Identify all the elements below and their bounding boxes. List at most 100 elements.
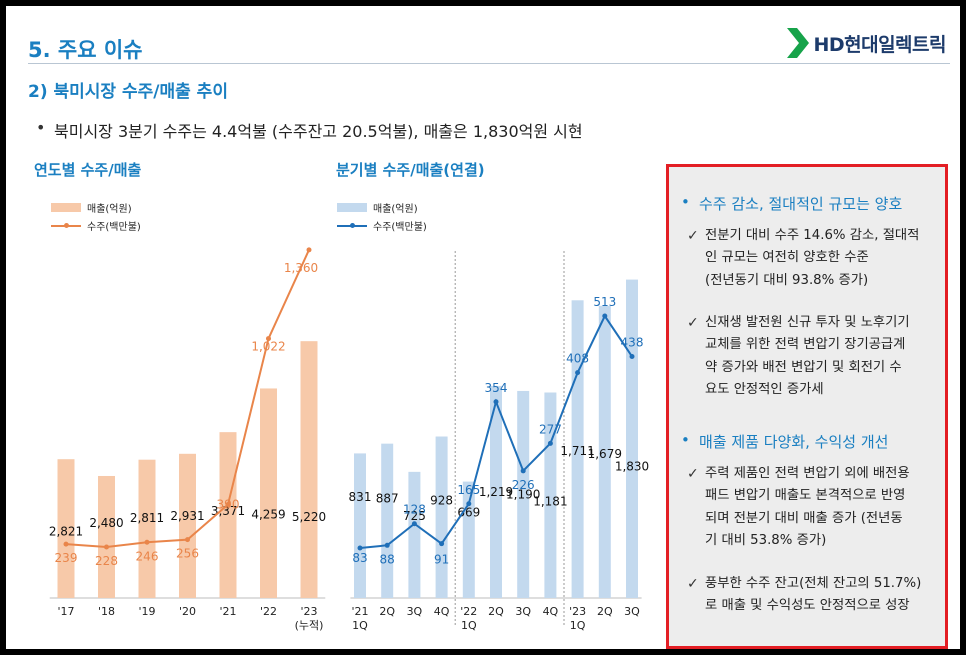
bar-value-label: 2,811 <box>130 511 164 525</box>
panel-item-line: 패드 변압기 매출도 본격적으로 반영 <box>705 488 906 504</box>
bar-revenue <box>57 459 75 598</box>
panel-item-line: 전분기 대비 수주 14.6% 감소, 절대적 <box>705 228 920 243</box>
panel-item-line: 풍부한 수주 잔고(전체 잔고의 51.7%) <box>705 576 922 591</box>
line-point <box>602 313 608 319</box>
line-value-label: 228 <box>95 554 118 568</box>
check-icon: ✓ <box>687 228 699 244</box>
slide: 5. 주요 이슈 HD현대일렉트릭 2) 북미시장 수주/매출 추이 북미시장 … <box>6 6 960 649</box>
line-value-label: 1,022 <box>251 340 285 354</box>
panel-item: ✓ 주력 제품인 전력 변압기 외에 배전용 패드 변압기 매출도 본격적으로 반영… <box>687 463 943 552</box>
x-tick-label: '20 <box>179 605 196 618</box>
company-logo: HD현대일렉트릭 <box>787 26 946 60</box>
line-value-label: 390 <box>217 497 240 511</box>
check-icon: ✓ <box>687 466 699 482</box>
bar-revenue <box>571 300 584 598</box>
line-point <box>466 501 472 507</box>
x-tick-sublabel: 1Q <box>352 619 368 632</box>
line-point <box>63 541 69 547</box>
x-tick-label: 4Q <box>434 605 450 618</box>
legend-label: 매출(억원) <box>87 204 132 215</box>
logo-arrow-icon <box>787 28 810 58</box>
line-value-label: 91 <box>434 553 449 567</box>
line-point <box>384 542 390 548</box>
panel-item-line: (전년동기 대비 93.8% 증가) <box>705 272 869 288</box>
line-value-label: 239 <box>55 551 78 565</box>
x-tick-label: 2Q <box>597 605 613 618</box>
line-value-label: 88 <box>380 552 395 566</box>
bar-value-label: 725 <box>403 509 426 523</box>
x-tick-sublabel: (누적) <box>295 619 324 632</box>
legend-label: 수주(백만불) <box>87 222 141 233</box>
x-tick-label: 4Q <box>543 605 559 618</box>
line-value-label: 165 <box>457 483 480 497</box>
x-tick-label: '19 <box>138 605 155 618</box>
x-tick-label: 3Q <box>515 605 531 618</box>
bar-value-label: 1,181 <box>533 495 567 509</box>
bar-value-label: 1,830 <box>615 460 649 474</box>
bar-value-label: 4,259 <box>251 507 285 521</box>
line-point <box>144 539 150 545</box>
line-value-label: 128 <box>403 503 426 517</box>
line-point <box>411 521 417 527</box>
line-point <box>575 370 581 376</box>
bar-revenue <box>408 471 421 598</box>
line-value-label: 256 <box>176 547 199 561</box>
line-value-label: 354 <box>485 381 508 395</box>
summary-bullet: 북미시장 3분기 수주는 4.4억불 (수주잔고 20.5억불), 매출은 1,… <box>36 118 583 142</box>
x-tick-label: '17 <box>57 605 74 618</box>
title-divider <box>28 63 950 64</box>
line-point <box>629 353 635 359</box>
line-point <box>225 501 231 507</box>
legend-swatch-line <box>337 221 367 230</box>
section-subtitle: 2) 북미시장 수주/매출 추이 <box>28 82 228 102</box>
panel-heading: 수주 감소, 절대적인 규모는 양호 <box>681 193 902 214</box>
chart-quarterly: 831'211Q8872Q7253Q9284Q669'221Q1,2192Q1,… <box>349 251 649 632</box>
line-value-label: 513 <box>593 295 616 309</box>
bar-value-label: 2,821 <box>49 525 83 539</box>
legend-swatch-bar <box>51 203 81 212</box>
line-point <box>357 545 363 551</box>
line-value-label: 277 <box>539 422 562 436</box>
bar-revenue <box>354 453 366 598</box>
line-point <box>185 537 190 543</box>
logo-text: HD현대일렉트릭 <box>813 33 946 56</box>
line-value-label: 246 <box>136 549 159 563</box>
x-tick-sublabel: 1Q <box>461 619 477 632</box>
legend-swatch-bar <box>337 203 367 212</box>
panel-item: ✓ 전분기 대비 수주 14.6% 감소, 절대적 인 규모는 여전히 양호한 수준… <box>687 225 943 292</box>
line-point <box>547 440 553 446</box>
chart-quarterly-legend-line: 수주(백만불) <box>337 218 427 233</box>
bar-revenue <box>98 475 115 598</box>
line-point <box>266 336 271 342</box>
chart-quarterly-legend-bar: 매출(억원) <box>337 200 418 215</box>
bar-value-label: 3,371 <box>211 504 245 518</box>
bar-revenue <box>179 453 196 598</box>
page-title: 5. 주요 이슈 <box>28 38 143 62</box>
panel-item-line: 요도 안정적인 증가세 <box>705 381 824 397</box>
bar-value-label: 2,480 <box>89 516 123 530</box>
chart-quarterly-title: 분기별 수주/매출(연결) <box>336 161 485 179</box>
check-icon: ✓ <box>687 315 699 331</box>
x-tick-label: '23 <box>569 605 586 618</box>
x-tick-label: '22 <box>460 605 477 618</box>
x-tick-label: 3Q <box>407 605 423 618</box>
line-point <box>306 247 312 253</box>
bar-revenue <box>598 305 611 598</box>
bar-revenue <box>219 432 237 598</box>
chart-annual-legend-bar: 매출(억원) <box>51 200 132 215</box>
bar-value-label: 5,220 <box>292 510 326 524</box>
line-value-label: 1,360 <box>284 261 318 275</box>
x-tick-label: '18 <box>98 605 115 618</box>
panel-item-line: 교체를 위한 전력 변압기 장기공급계 <box>705 337 906 353</box>
bar-revenue <box>517 390 530 598</box>
bar-value-label: 1,219 <box>479 485 513 499</box>
panel-item: ✓ 신재생 발전원 신규 투자 및 노후기기 교체를 위한 전력 변압기 장기공급계… <box>687 312 943 401</box>
highlight-panel: 수주 감소, 절대적인 규모는 양호 ✓ 전분기 대비 수주 14.6% 감소, 절… <box>666 164 948 649</box>
chart-annual-title: 연도별 수주/매출 <box>34 161 142 179</box>
x-tick-label: '23 <box>300 605 317 618</box>
bar-value-label: 1,679 <box>588 447 622 461</box>
chart-annual: 2,821 '17 2,480 '18 2,811 '19 2,931 '20 3,371 '21… <box>49 247 326 632</box>
bar-revenue <box>544 392 557 598</box>
bar-revenue <box>138 459 156 598</box>
bar-value-label: 1,190 <box>506 488 540 502</box>
